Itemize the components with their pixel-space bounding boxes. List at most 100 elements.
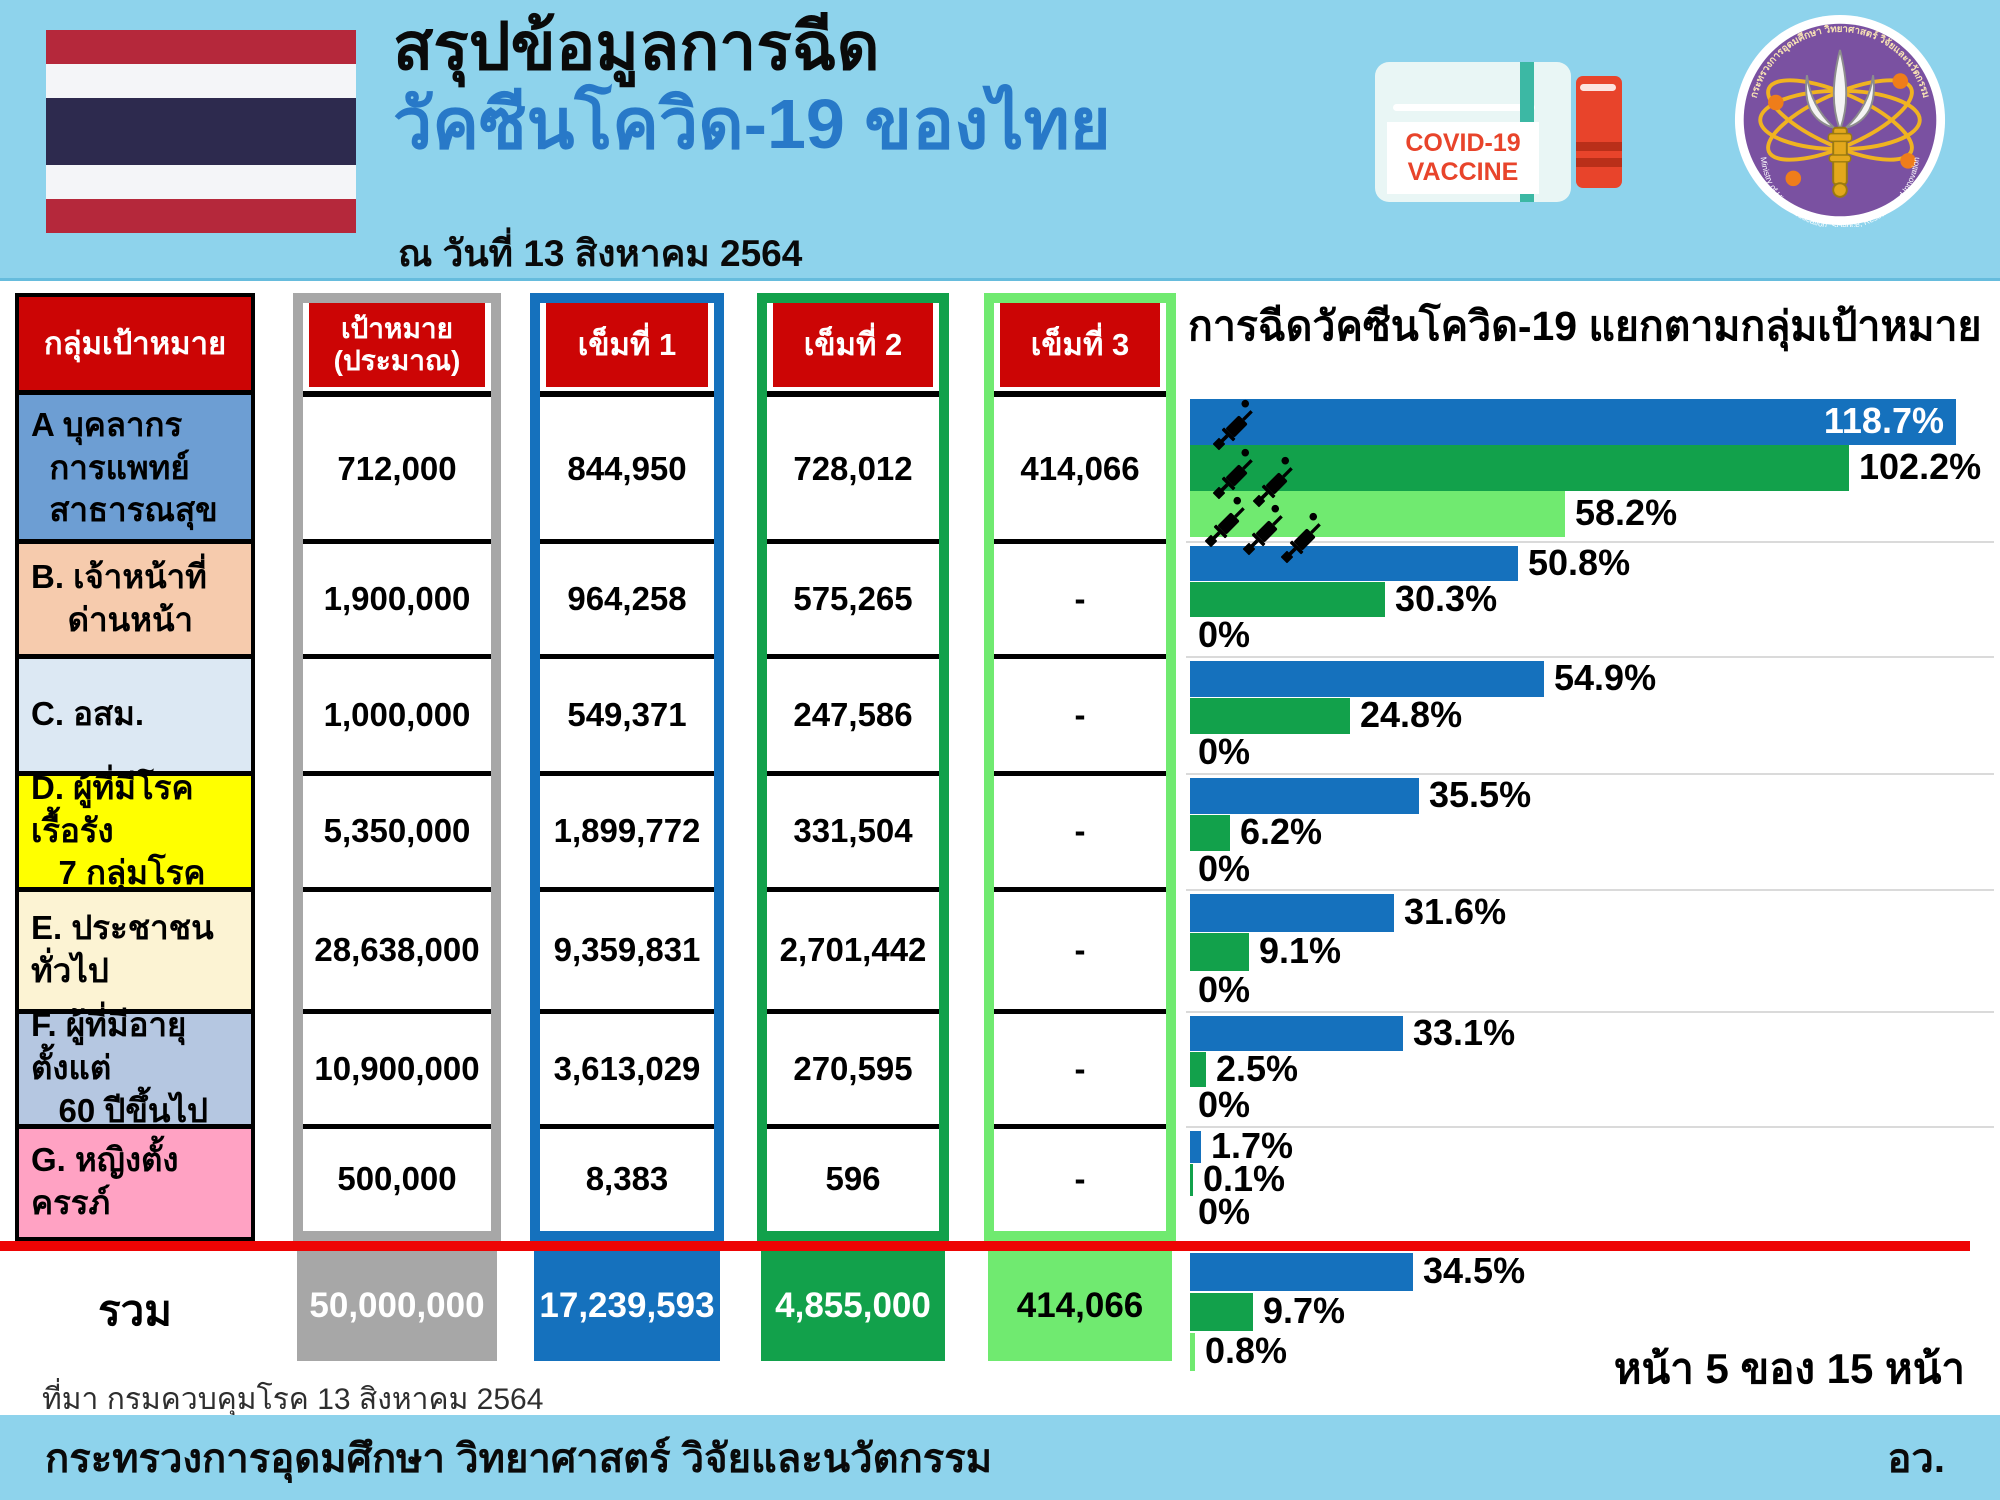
group-row-6: G. หญิงตั้งครรภ์ [19,1126,251,1237]
chart-group-separator [1186,1011,1994,1013]
row-separator [303,1124,491,1129]
group-label: D. ผู้ที่มีโรคเรื้อรัง 7 กลุ่มโรค [31,768,206,892]
chart-bar [1190,698,1350,734]
row-separator [19,887,251,892]
row-separator [767,1009,939,1014]
cell-dose3-row5: - [1074,1049,1086,1087]
row-separator [19,1124,251,1129]
chart-bar [1190,1164,1193,1196]
chart-bar [1190,445,1849,491]
chart-group-separator [1186,889,1994,891]
cell-dose2-row0: 728,012 [793,450,913,487]
cell-dose3-row1: - [1074,579,1086,617]
chart-bar [1190,491,1565,537]
cell-dose2-row6: 596 [825,1159,881,1197]
row-separator [303,887,491,892]
bar-value-label: 24.8% [1360,694,1463,735]
group-label: C. อสม. [31,695,145,733]
row-separator [767,887,939,892]
column-header-3: เข็มที่ 2 [773,303,933,387]
chart-bar [1190,1293,1253,1331]
total-dose3: 414,066 [988,1251,1172,1361]
row-separator [994,1124,1166,1129]
chart-group-separator [1186,656,1994,658]
row-separator [994,887,1166,892]
cell-dose2-row4: 2,701,442 [779,931,927,968]
cell-dose1-row3: 1,899,772 [553,812,701,849]
vial-label: COVID-19 VACCINE [1387,122,1539,194]
group-row-1: B. เจ้าหน้าที่ ด่านหน้า [19,541,251,656]
chart-bar [1190,582,1385,617]
page-title: สรุปข้อมูลการฉีด [393,9,880,83]
group-row-0: A บุคลากร การแพทย์ สาธารณสุข [19,395,251,541]
total-dose1: 17,239,593 [534,1251,720,1361]
group-row-4: E. ประชาชนทั่วไป [19,889,251,1011]
chart-bar [1190,1333,1195,1371]
row-separator [767,1124,939,1129]
row-separator [540,654,714,659]
flag-stripe-red [46,30,356,64]
cell-dose2-row2: 247,586 [793,695,913,733]
bar-value-label: 0% [1198,1084,1251,1125]
column-frame-0 [15,293,255,1241]
row-separator [540,887,714,892]
row-separator [767,654,939,659]
footer-band: กระทรวงการอุดมศึกษา วิทยาศาสตร์ วิจัยและ… [0,1415,2000,1500]
vial-label-line2: VACCINE [1407,158,1519,186]
bar-value-label: 33.1% [1413,1012,1516,1053]
group-row-3: D. ผู้ที่มีโรคเรื้อรัง 7 กลุ่มโรค [19,769,251,891]
bar-value-label: 0% [1198,1191,1251,1232]
column-frame-1 [293,293,501,1241]
column-header-0: กลุ่มเป้าหมาย [19,297,251,390]
bar-value-label: 31.6% [1404,891,1507,932]
bar-value-label: 0.1% [1203,1158,1286,1199]
cell-dose1-row5: 3,613,029 [553,1049,701,1087]
row-separator [540,1009,714,1014]
row-separator [994,771,1166,776]
chart-bar [1190,546,1518,581]
bar-value-label: 0.8% [1205,1330,1288,1371]
chart-bar [1190,815,1230,851]
bar-value-label: 6.2% [1240,811,1323,852]
cell-dose1-row6: 8,383 [585,1159,669,1197]
chart-bar [1190,1052,1206,1087]
column-header-1: เป้าหมาย (ประมาณ) [309,303,485,387]
bar-value-label: 9.7% [1263,1290,1346,1331]
cell-dose2-row3: 331,504 [793,812,913,849]
chart-bar [1190,1131,1201,1163]
row-separator [540,771,714,776]
vial-cap [1576,76,1622,188]
bar-value-label: 58.2% [1575,492,1678,533]
chart-group-separator [1186,1126,1994,1128]
bar-value-label: 0% [1198,614,1251,655]
mhesi-logo: กระทรวงการอุดมศึกษา วิทยาศาสตร์ วิจัยและ… [1734,14,1946,227]
bar-value-label: 34.5% [1423,1250,1526,1291]
row-separator [303,539,491,544]
bar-value-label: 30.3% [1395,578,1498,619]
bar-value-label: 9.1% [1259,930,1342,971]
row-separator [303,771,491,776]
vial-label-line1: COVID-19 [1405,129,1521,158]
header-rule [540,391,714,397]
chart-bar [1190,399,1956,445]
group-label: E. ประชาชนทั่วไป [31,909,214,989]
chart-bar [1190,1253,1413,1291]
group-label: G. หญิงตั้งครรภ์ [31,1140,179,1221]
column-frame-2 [530,293,724,1241]
flag-stripe-navy [46,97,356,166]
cell-target-row6: 500,000 [337,1159,457,1197]
cell-target-row0: 712,000 [337,450,457,487]
cell-dose3-row6: - [1074,1159,1086,1197]
bar-value-label: 2.5% [1216,1048,1299,1089]
bar-value-label: 102.2% [1859,446,1982,487]
header-rule [303,391,491,397]
row-separator [19,1009,251,1014]
row-separator [19,654,251,659]
column-header-2: เข็มที่ 1 [546,303,708,387]
bar-value-label: 118.7% [1823,400,1944,441]
group-row-2: C. อสม. [19,656,251,773]
flag-stripe-red [46,199,356,233]
cell-target-row4: 28,638,000 [314,931,480,968]
column-frame-4 [984,293,1176,1241]
cell-dose1-row1: 964,258 [567,579,687,617]
